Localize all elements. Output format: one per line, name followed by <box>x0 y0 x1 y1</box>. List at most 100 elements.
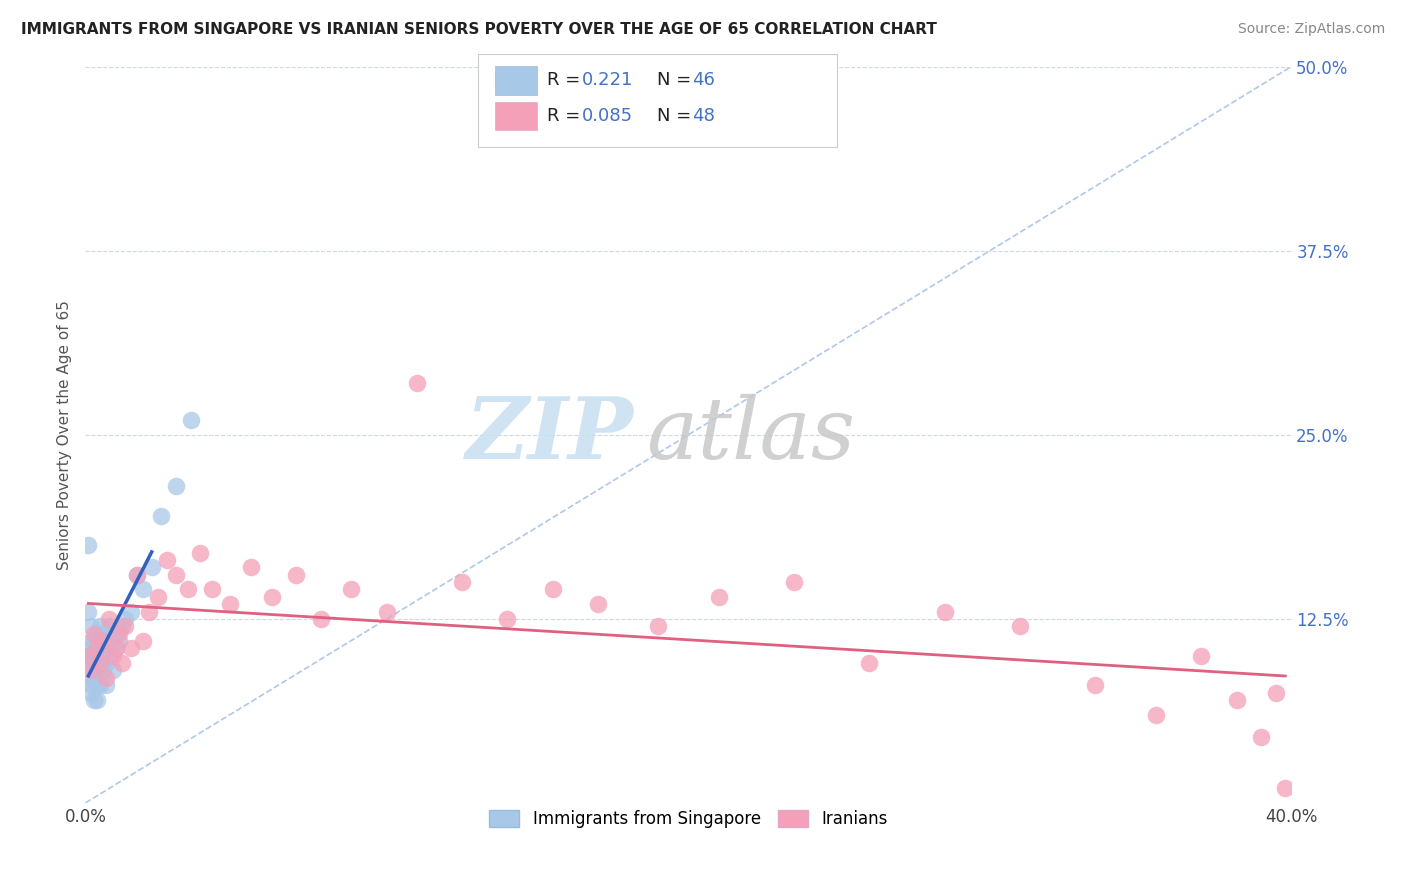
Point <box>110 656 132 670</box>
Point <box>188 546 211 560</box>
Point <box>180 413 202 427</box>
Text: IMMIGRANTS FROM SINGAPORE VS IRANIAN SENIORS POVERTY OVER THE AGE OF 65 CORRELAT: IMMIGRANTS FROM SINGAPORE VS IRANIAN SEN… <box>21 22 936 37</box>
Point <box>80 656 103 670</box>
Point <box>934 605 956 619</box>
Text: N =: N = <box>657 71 696 89</box>
Point <box>114 619 136 633</box>
Point <box>165 479 187 493</box>
Point <box>89 678 111 692</box>
Point <box>86 656 108 670</box>
Point <box>1265 685 1288 699</box>
Point <box>120 605 142 619</box>
Point <box>647 619 669 633</box>
Point <box>339 582 361 597</box>
Point <box>1274 781 1296 796</box>
Point <box>89 656 111 670</box>
Point <box>77 538 100 552</box>
Point <box>141 560 163 574</box>
Point <box>131 634 153 648</box>
Point <box>86 626 108 640</box>
Point <box>149 508 172 523</box>
Text: ZIP: ZIP <box>467 393 634 476</box>
Point <box>240 560 263 574</box>
Point <box>83 664 105 678</box>
Point <box>110 619 132 633</box>
Point <box>96 634 118 648</box>
Point <box>83 634 105 648</box>
Point <box>201 582 224 597</box>
Text: 0.085: 0.085 <box>582 107 633 125</box>
Point <box>89 619 111 633</box>
Point <box>80 685 103 699</box>
Text: N =: N = <box>657 107 696 125</box>
Point <box>541 582 564 597</box>
Point <box>83 693 105 707</box>
Point <box>177 582 200 597</box>
Point <box>83 648 105 663</box>
Point <box>1226 693 1249 707</box>
Text: Source: ZipAtlas.com: Source: ZipAtlas.com <box>1237 22 1385 37</box>
Point <box>77 605 100 619</box>
Point <box>131 582 153 597</box>
Point <box>98 619 121 633</box>
Point <box>93 626 115 640</box>
Point <box>165 567 187 582</box>
Y-axis label: Seniors Poverty Over the Age of 65: Seniors Poverty Over the Age of 65 <box>58 300 72 570</box>
Point <box>101 664 124 678</box>
Point <box>80 678 103 692</box>
Point <box>104 641 127 656</box>
Point <box>77 671 100 685</box>
Point <box>285 567 308 582</box>
Point <box>98 612 121 626</box>
Point <box>93 634 115 648</box>
Point <box>219 597 242 611</box>
Point <box>93 641 115 656</box>
Text: 0.221: 0.221 <box>582 71 634 89</box>
Text: 46: 46 <box>692 71 714 89</box>
Point <box>80 634 103 648</box>
Point <box>104 626 127 640</box>
Point <box>107 634 129 648</box>
Point <box>89 656 111 670</box>
Point <box>104 641 127 656</box>
Legend: Immigrants from Singapore, Iranians: Immigrants from Singapore, Iranians <box>482 804 894 835</box>
Point <box>86 664 108 678</box>
Point <box>80 619 103 633</box>
Point <box>451 575 474 590</box>
Point <box>101 648 124 663</box>
Point <box>262 590 284 604</box>
Point <box>89 648 111 663</box>
Point <box>138 605 160 619</box>
Text: R =: R = <box>547 71 586 89</box>
Text: atlas: atlas <box>647 393 855 476</box>
Point <box>86 678 108 692</box>
Point <box>125 567 148 582</box>
Point <box>146 590 169 604</box>
Text: R =: R = <box>547 107 586 125</box>
Point <box>1189 648 1212 663</box>
Point <box>77 648 100 663</box>
Point <box>783 575 806 590</box>
Point <box>406 376 429 391</box>
Point <box>80 641 103 656</box>
Point <box>77 648 100 663</box>
Point <box>1008 619 1031 633</box>
Point <box>156 553 179 567</box>
Point <box>83 626 105 640</box>
Point <box>96 656 118 670</box>
Point <box>114 612 136 626</box>
Point <box>93 664 115 678</box>
Point <box>107 626 129 640</box>
Point <box>80 664 103 678</box>
Point <box>96 678 118 692</box>
Point <box>125 567 148 582</box>
Point <box>83 671 105 685</box>
Point <box>86 693 108 707</box>
Point <box>120 641 142 656</box>
Text: 48: 48 <box>692 107 714 125</box>
Point <box>98 648 121 663</box>
Point <box>375 605 398 619</box>
Point <box>858 656 880 670</box>
Point <box>1084 678 1107 692</box>
Point <box>586 597 609 611</box>
